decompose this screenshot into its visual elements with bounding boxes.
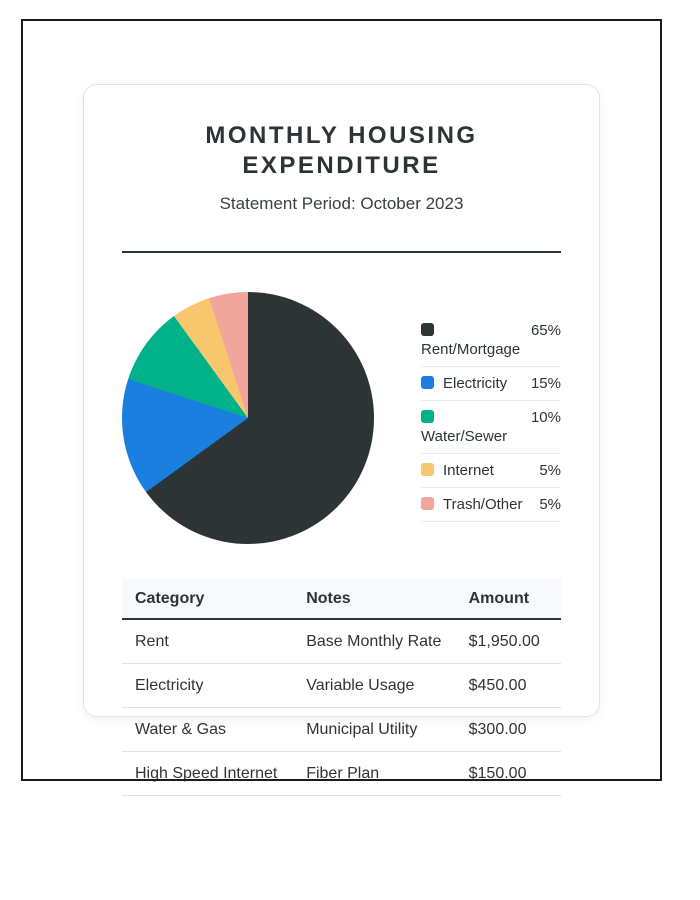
table-body: Rent Base Monthly Rate $1,950.00 Electricit… [122,619,561,796]
legend-swatch-icon [421,323,434,336]
statement-period: Statement Period: October 2023 [219,194,464,213]
legend-swatch-icon [421,376,434,389]
page-title: MONTHLY HOUSING EXPENDITURE [205,122,478,179]
legend-item: Electricity 15% [421,367,561,401]
column-header-notes: Notes [293,579,456,620]
legend-swatch-icon [421,497,434,510]
table-cell-notes: Municipal Utility [293,707,456,752]
table-cell-category: Water & Gas [122,707,294,752]
expense-table: Category Notes Amount Rent Base Monthly R… [122,579,561,796]
legend-item: Trash/Other 5% [421,488,561,522]
legend-percent: 10% [530,409,561,426]
legend-item: Rent/Mortgage 65% [421,314,561,367]
chart-section: Rent/Mortgage 65% Electricity 15% Water/Sewe… [122,292,561,544]
legend-swatch-icon [421,410,434,423]
table-cell-notes: Variable Usage [293,663,456,708]
table-row: Rent Base Monthly Rate $1,950.00 [122,619,561,664]
table-cell-category: Rent [122,619,294,664]
legend-percent: 65% [530,322,561,339]
table-header: Category Notes Amount [122,579,561,620]
legend-percent: 15% [530,375,561,392]
table-cell-amount: $450.00 [455,663,561,708]
legend-label: Rent/Mortgage [421,321,525,359]
legend-label: Internet [421,461,525,480]
legend-percent: 5% [539,462,561,479]
table-cell-amount: $1,950.00 [455,619,561,664]
legend-label: Trash/Other [421,495,525,514]
legend-item: Internet 5% [421,454,561,488]
column-header-amount: Amount [455,579,561,620]
legend-item: Water/Sewer 10% [421,401,561,454]
table-row: High Speed Internet Fiber Plan $150.00 [122,751,561,796]
table-cell-amount: $300.00 [455,707,561,752]
table-row: Electricity Variable Usage $450.00 [122,663,561,708]
legend-percent: 5% [539,496,561,513]
table-row: Water & Gas Municipal Utility $300.00 [122,707,561,752]
table-cell-notes: Base Monthly Rate [293,619,456,664]
legend-swatch-icon [421,463,434,476]
section-divider [122,251,561,253]
expenditure-pie-chart [122,292,374,544]
table-cell-amount: $150.00 [455,751,561,796]
statement-card: MONTHLY HOUSING EXPENDITURE Statement Pe… [83,84,600,796]
legend-label: Electricity [421,374,525,393]
table-cell-notes: Fiber Plan [293,751,456,796]
column-header-category: Category [122,579,294,620]
table-cell-category: Electricity [122,663,294,708]
chart-legend: Rent/Mortgage 65% Electricity 15% Water/Sewe… [421,314,561,522]
legend-label: Water/Sewer [421,408,525,446]
table-cell-category: High Speed Internet [122,751,294,796]
